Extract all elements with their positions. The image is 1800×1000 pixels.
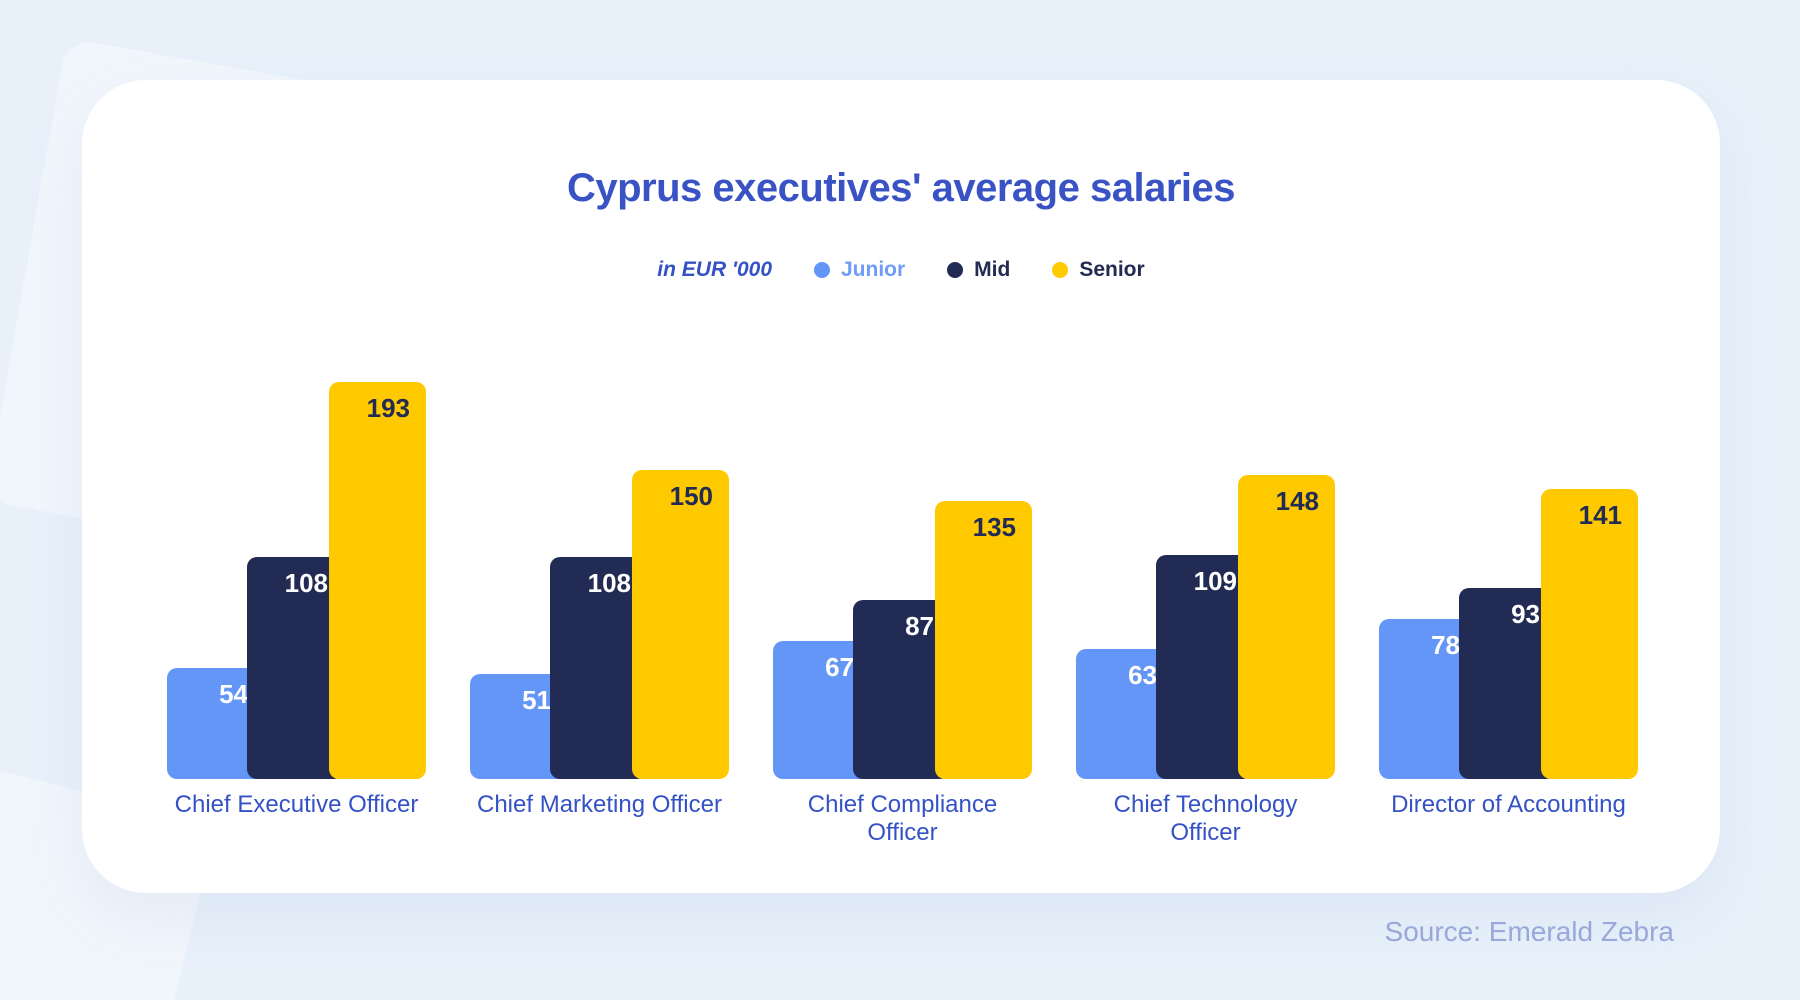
legend-item-senior: Senior (1052, 258, 1145, 282)
legend-label-junior: Junior (841, 258, 906, 281)
legend-label-senior: Senior (1079, 258, 1145, 281)
bar-mid-2: 108 (550, 557, 647, 779)
bar-mid-4: 109 (1156, 555, 1253, 779)
bar-group-2: 51 108 150 (470, 80, 729, 779)
category-label-3: Chief Compliance Officer (807, 791, 998, 846)
bar-group-3: 67 87 135 (773, 80, 1032, 779)
bar-value-mid-3: 87 (905, 611, 934, 641)
legend-item-junior: Junior (814, 258, 905, 282)
source-note: Source: Emerald Zebra (1384, 916, 1674, 947)
bar-senior-3: 135 (935, 501, 1032, 779)
bar-value-senior-4: 148 (1275, 486, 1319, 516)
bar-value-senior-5: 141 (1578, 500, 1622, 530)
chart-legend: in EUR '000 Junior Mid Senior (82, 258, 1720, 282)
bar-value-junior-4: 63 (1128, 660, 1157, 690)
bar-mid-1: 108 (247, 557, 344, 779)
bar-value-mid-5: 93 (1511, 599, 1540, 629)
bar-group-5: 78 93 141 (1379, 80, 1638, 779)
legend-label-mid: Mid (974, 258, 1011, 281)
bar-mid-5: 93 (1459, 588, 1556, 779)
bar-value-mid-2: 108 (587, 568, 631, 598)
legend-item-mid: Mid (947, 258, 1010, 282)
chart-card: Cyprus executives' average salaries in E… (82, 80, 1720, 893)
chart-title: Cyprus executives' average salaries (566, 166, 1236, 210)
chart-area: 54 108 193 Chief Executive Officer 51 108 150 C… (82, 80, 1720, 893)
bar-value-junior-2: 51 (522, 685, 551, 715)
category-label-2: Chief Marketing Officer (477, 791, 722, 818)
bar-senior-5: 141 (1541, 489, 1638, 779)
bar-senior-1: 193 (329, 382, 426, 779)
category-label-5: Director of Accounting (1391, 791, 1626, 818)
bar-value-senior-3: 135 (972, 512, 1016, 542)
bar-senior-2: 150 (632, 470, 729, 779)
category-label-1: Chief Executive Officer (174, 791, 419, 818)
mid-dot-icon (947, 262, 964, 278)
bar-value-junior-1: 54 (219, 679, 248, 709)
bar-value-senior-2: 150 (669, 481, 713, 511)
bar-value-senior-1: 193 (366, 393, 410, 423)
bar-value-mid-1: 108 (284, 568, 328, 598)
bar-mid-3: 87 (853, 600, 950, 779)
bar-value-junior-3: 67 (825, 652, 854, 682)
unit-label: in EUR '000 (657, 258, 772, 281)
junior-dot-icon (814, 262, 830, 278)
bar-value-mid-4: 109 (1193, 566, 1237, 596)
bar-senior-4: 148 (1238, 475, 1335, 779)
bar-group-1: 54 108 193 (167, 80, 426, 779)
bar-group-4: 63 109 148 (1076, 80, 1335, 779)
bar-value-junior-5: 78 (1431, 630, 1460, 660)
category-label-4: Chief Technology Officer (1113, 791, 1298, 846)
senior-dot-icon (1052, 262, 1069, 278)
